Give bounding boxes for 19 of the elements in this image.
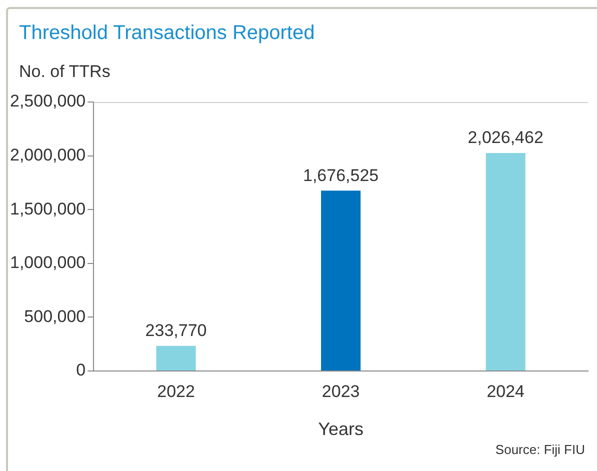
y-tick-label: 2,500,000 xyxy=(10,92,86,111)
x-axis-title: Years xyxy=(318,419,364,440)
x-tick-label: 2022 xyxy=(157,382,195,401)
bar xyxy=(156,346,196,370)
data-label: 1,676,525 xyxy=(302,166,379,185)
y-tick-label: 500,000 xyxy=(24,306,86,326)
bar xyxy=(321,190,361,370)
data-label: 2,026,462 xyxy=(468,128,544,148)
chart-title: Threshold Transactions Reported xyxy=(19,22,315,45)
y-tick-label: 0 xyxy=(76,360,86,380)
bar xyxy=(486,152,526,370)
y-tick-label: 1,000,000 xyxy=(10,253,86,272)
data-label: 233,770 xyxy=(145,321,207,340)
y-tick-label: 1,500,000 xyxy=(10,199,86,218)
x-tick-label: 2024 xyxy=(486,382,525,401)
y-tick-label: 2,000,000 xyxy=(10,145,86,164)
x-tick-label: 2023 xyxy=(322,382,360,401)
source-note: Source: Fiji FIU xyxy=(495,442,585,457)
y-axis-title: No. of TTRs xyxy=(19,62,110,82)
